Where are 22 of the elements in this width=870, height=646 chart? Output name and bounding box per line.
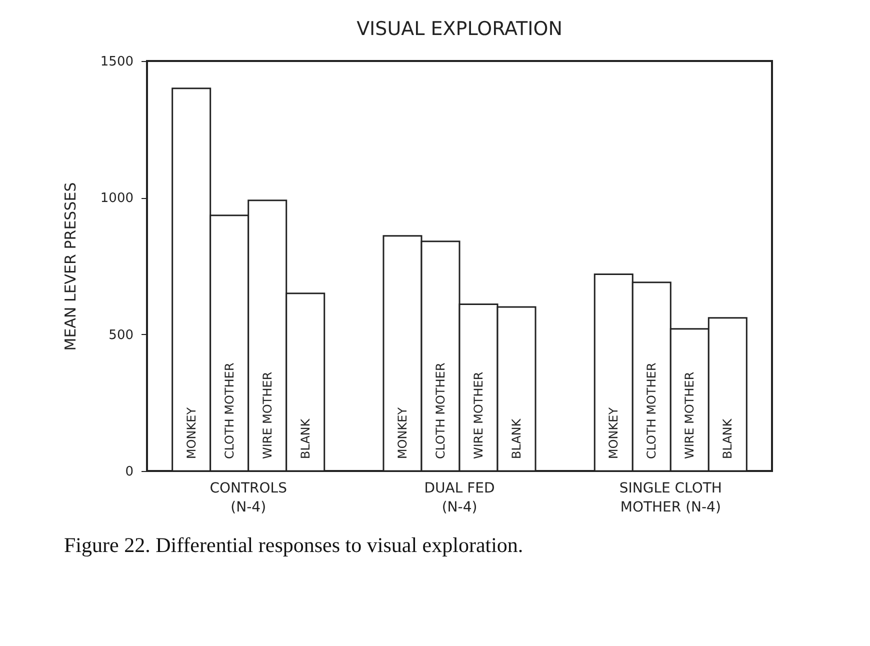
text: CLOTH MOTHER [644,362,659,459]
text: CLOTH MOTHER [433,362,448,459]
chart-title: VISUAL EXPLORATION [356,18,562,40]
y-tick-label: 1000 [100,191,134,206]
text: BLANK [510,418,524,459]
y-tick-label: 1500 [100,54,134,70]
x-tick-label: DUAL FED (N-4) [424,480,495,516]
y-tick-label: 0 [125,464,134,480]
y-axis-title: MEAN LEVER PRESSES [61,182,80,351]
y-tick-label: 500 [108,328,134,343]
series-label: MONKEY [184,406,198,459]
text: WIRE MOTHER [682,372,697,459]
text: MONKEY [395,407,410,459]
caption: Figure 22. Differential responses to visual exploration. [64,533,524,558]
text: BLANK [720,418,735,459]
text: WIRE MOTHER [472,372,486,459]
x-tick-label: CONTROLS (N-4) [210,480,288,516]
series-label: WIRE MOTHER [260,372,274,459]
series-label: CLOTH MOTHER [222,362,236,459]
series-label: BLANK [298,418,312,459]
text: MONKEY [606,407,621,459]
x-tick-label: SINGLE CLOTH MOTHER (N-4) [619,480,722,516]
